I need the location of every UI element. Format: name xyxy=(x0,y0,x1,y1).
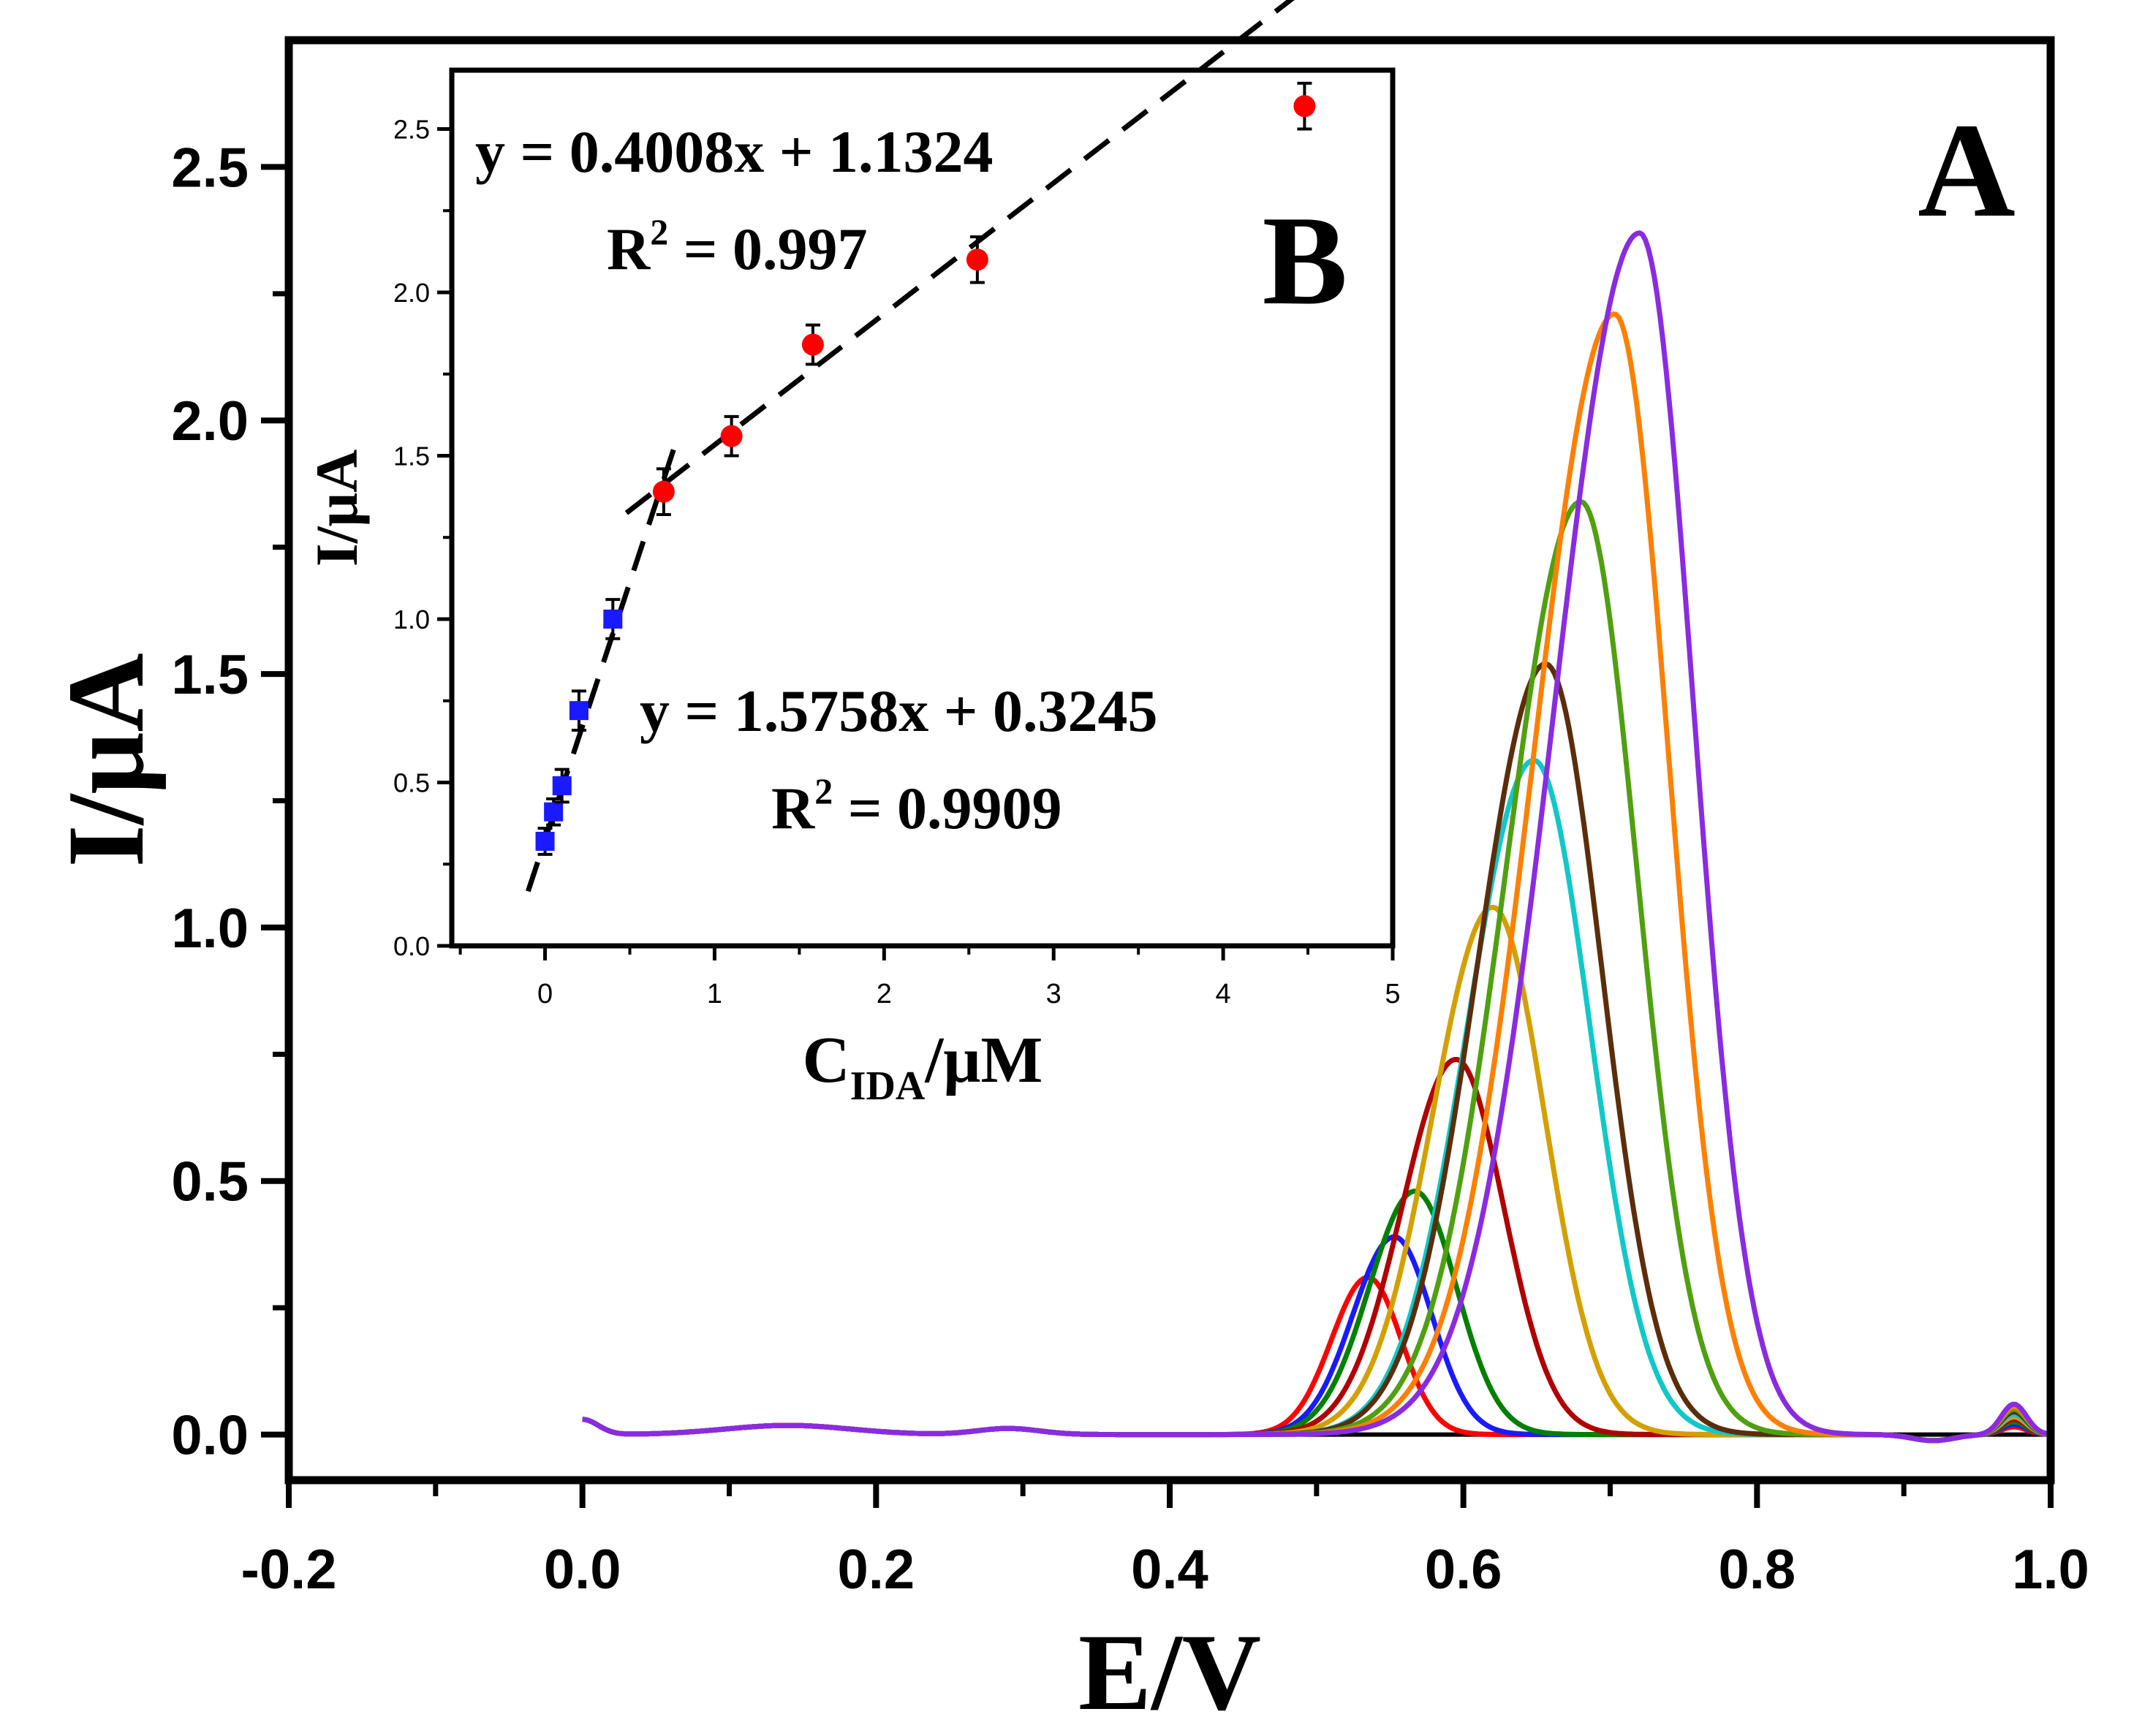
fit-r2-high: R2 = 0.997 xyxy=(607,211,867,282)
inset-y-tick-label: 1.0 xyxy=(393,604,430,634)
inset-data-points xyxy=(535,81,1316,856)
inset-x-label-main: C xyxy=(803,1024,850,1096)
r2-high-superscript: 2 xyxy=(650,211,668,252)
inset-y-tick-label: 1.5 xyxy=(393,441,430,471)
main-x-axis-label: E/V xyxy=(1078,1612,1261,1733)
r2-low-superscript: 2 xyxy=(814,770,833,811)
inset-x-axis-label: CIDA/μM xyxy=(803,1024,1043,1109)
inset-x-label-unit: /μM xyxy=(924,1024,1043,1096)
inset-x-tick-label: 3 xyxy=(1046,979,1062,1009)
main-y-axis-label: I/μA xyxy=(45,653,167,867)
main-x-tick-label: 0.0 xyxy=(544,1539,621,1601)
r2-low-symbol: R xyxy=(771,775,815,841)
main-plot: -0.2 0.0 0.2 0.4 0.6 0.8 1.0 0.0 0.5 1.0 1.5 2.0 2.5… xyxy=(45,36,2089,1733)
main-curves xyxy=(582,230,2051,1444)
inset-y-tick-label: 2.0 xyxy=(393,278,430,308)
main-x-tick-label: 0.4 xyxy=(1131,1539,1208,1601)
inset-fit-lines xyxy=(526,0,1295,892)
inset-plot: 0 1 2 3 4 5 0.0 0.5 1.0 1.5 2.0 2.5 B y = 0.4008x +… xyxy=(303,0,1401,1109)
curve-red xyxy=(582,1275,2051,1444)
main-x-tick-label: 0.6 xyxy=(1425,1539,1502,1601)
main-x-tick-label: 1.0 xyxy=(2012,1539,2089,1601)
curve-dark-red xyxy=(582,1057,2051,1444)
data-point-circle xyxy=(720,414,743,458)
data-point-circle xyxy=(1293,81,1316,131)
curve-purple xyxy=(582,230,2051,1444)
panel-label-b: B xyxy=(1263,189,1348,331)
r2-high-symbol: R xyxy=(607,216,651,282)
inset-y-tick-label: 0.5 xyxy=(393,767,430,797)
main-y-tick-label: 2.0 xyxy=(171,390,249,452)
inset-y-tick-label: 0.0 xyxy=(393,931,430,961)
data-point-square xyxy=(552,767,572,804)
inset-x-tick-label: 2 xyxy=(877,979,892,1009)
main-y-tick-label: 2.5 xyxy=(171,137,249,199)
inset-y-axis-label: I/μA xyxy=(303,450,370,566)
fit-r2-low: R2 = 0.9909 xyxy=(771,770,1062,841)
main-y-tick-label: 1.0 xyxy=(171,898,249,960)
inset-x-tick-label: 0 xyxy=(537,979,553,1009)
inset-x-tick-label: 5 xyxy=(1385,979,1400,1009)
data-point-circle xyxy=(966,235,988,284)
main-y-tick-label: 1.5 xyxy=(171,644,249,706)
fit-line-low xyxy=(526,437,680,892)
r2-high-value: = 0.997 xyxy=(668,216,867,282)
main-x-tick-label: 0.8 xyxy=(1719,1539,1796,1601)
inset-axis-ticks xyxy=(437,126,1395,960)
main-axis-ticks xyxy=(261,164,2054,1508)
data-point-square xyxy=(603,598,623,640)
data-point-circle xyxy=(801,323,824,366)
inset-x-tick-label: 1 xyxy=(707,979,722,1009)
curve-goldenrod xyxy=(582,904,2051,1444)
main-x-tick-label: 0.2 xyxy=(838,1539,915,1601)
main-y-tick-label: 0.5 xyxy=(171,1151,249,1213)
data-point-square xyxy=(535,827,555,856)
main-tick-labels: -0.2 0.0 0.2 0.4 0.6 0.8 1.0 0.0 0.5 1.0 1.5 2.0 2.5 xyxy=(171,137,2089,1601)
main-y-tick-label: 0.0 xyxy=(171,1405,249,1467)
main-x-tick-label: -0.2 xyxy=(241,1539,337,1601)
data-point-square xyxy=(544,797,564,827)
inset-tick-labels: 0 1 2 3 4 5 0.0 0.5 1.0 1.5 2.0 2.5 xyxy=(393,114,1401,1009)
inset-x-label-subscript: IDA xyxy=(850,1064,926,1109)
data-point-circle xyxy=(652,467,675,516)
fit-equation-high: y = 0.4008x + 1.1324 xyxy=(475,118,993,185)
inset-background xyxy=(452,70,1393,946)
inset-x-tick-label: 4 xyxy=(1216,979,1231,1009)
panel-label-a: A xyxy=(1918,96,2016,246)
inset-plot-frame xyxy=(449,67,1396,949)
inset-y-tick-label: 2.5 xyxy=(393,114,430,144)
fit-equation-low: y = 1.5758x + 0.3245 xyxy=(640,678,1157,744)
data-point-square xyxy=(569,689,589,732)
r2-low-value: = 0.9909 xyxy=(833,775,1062,841)
